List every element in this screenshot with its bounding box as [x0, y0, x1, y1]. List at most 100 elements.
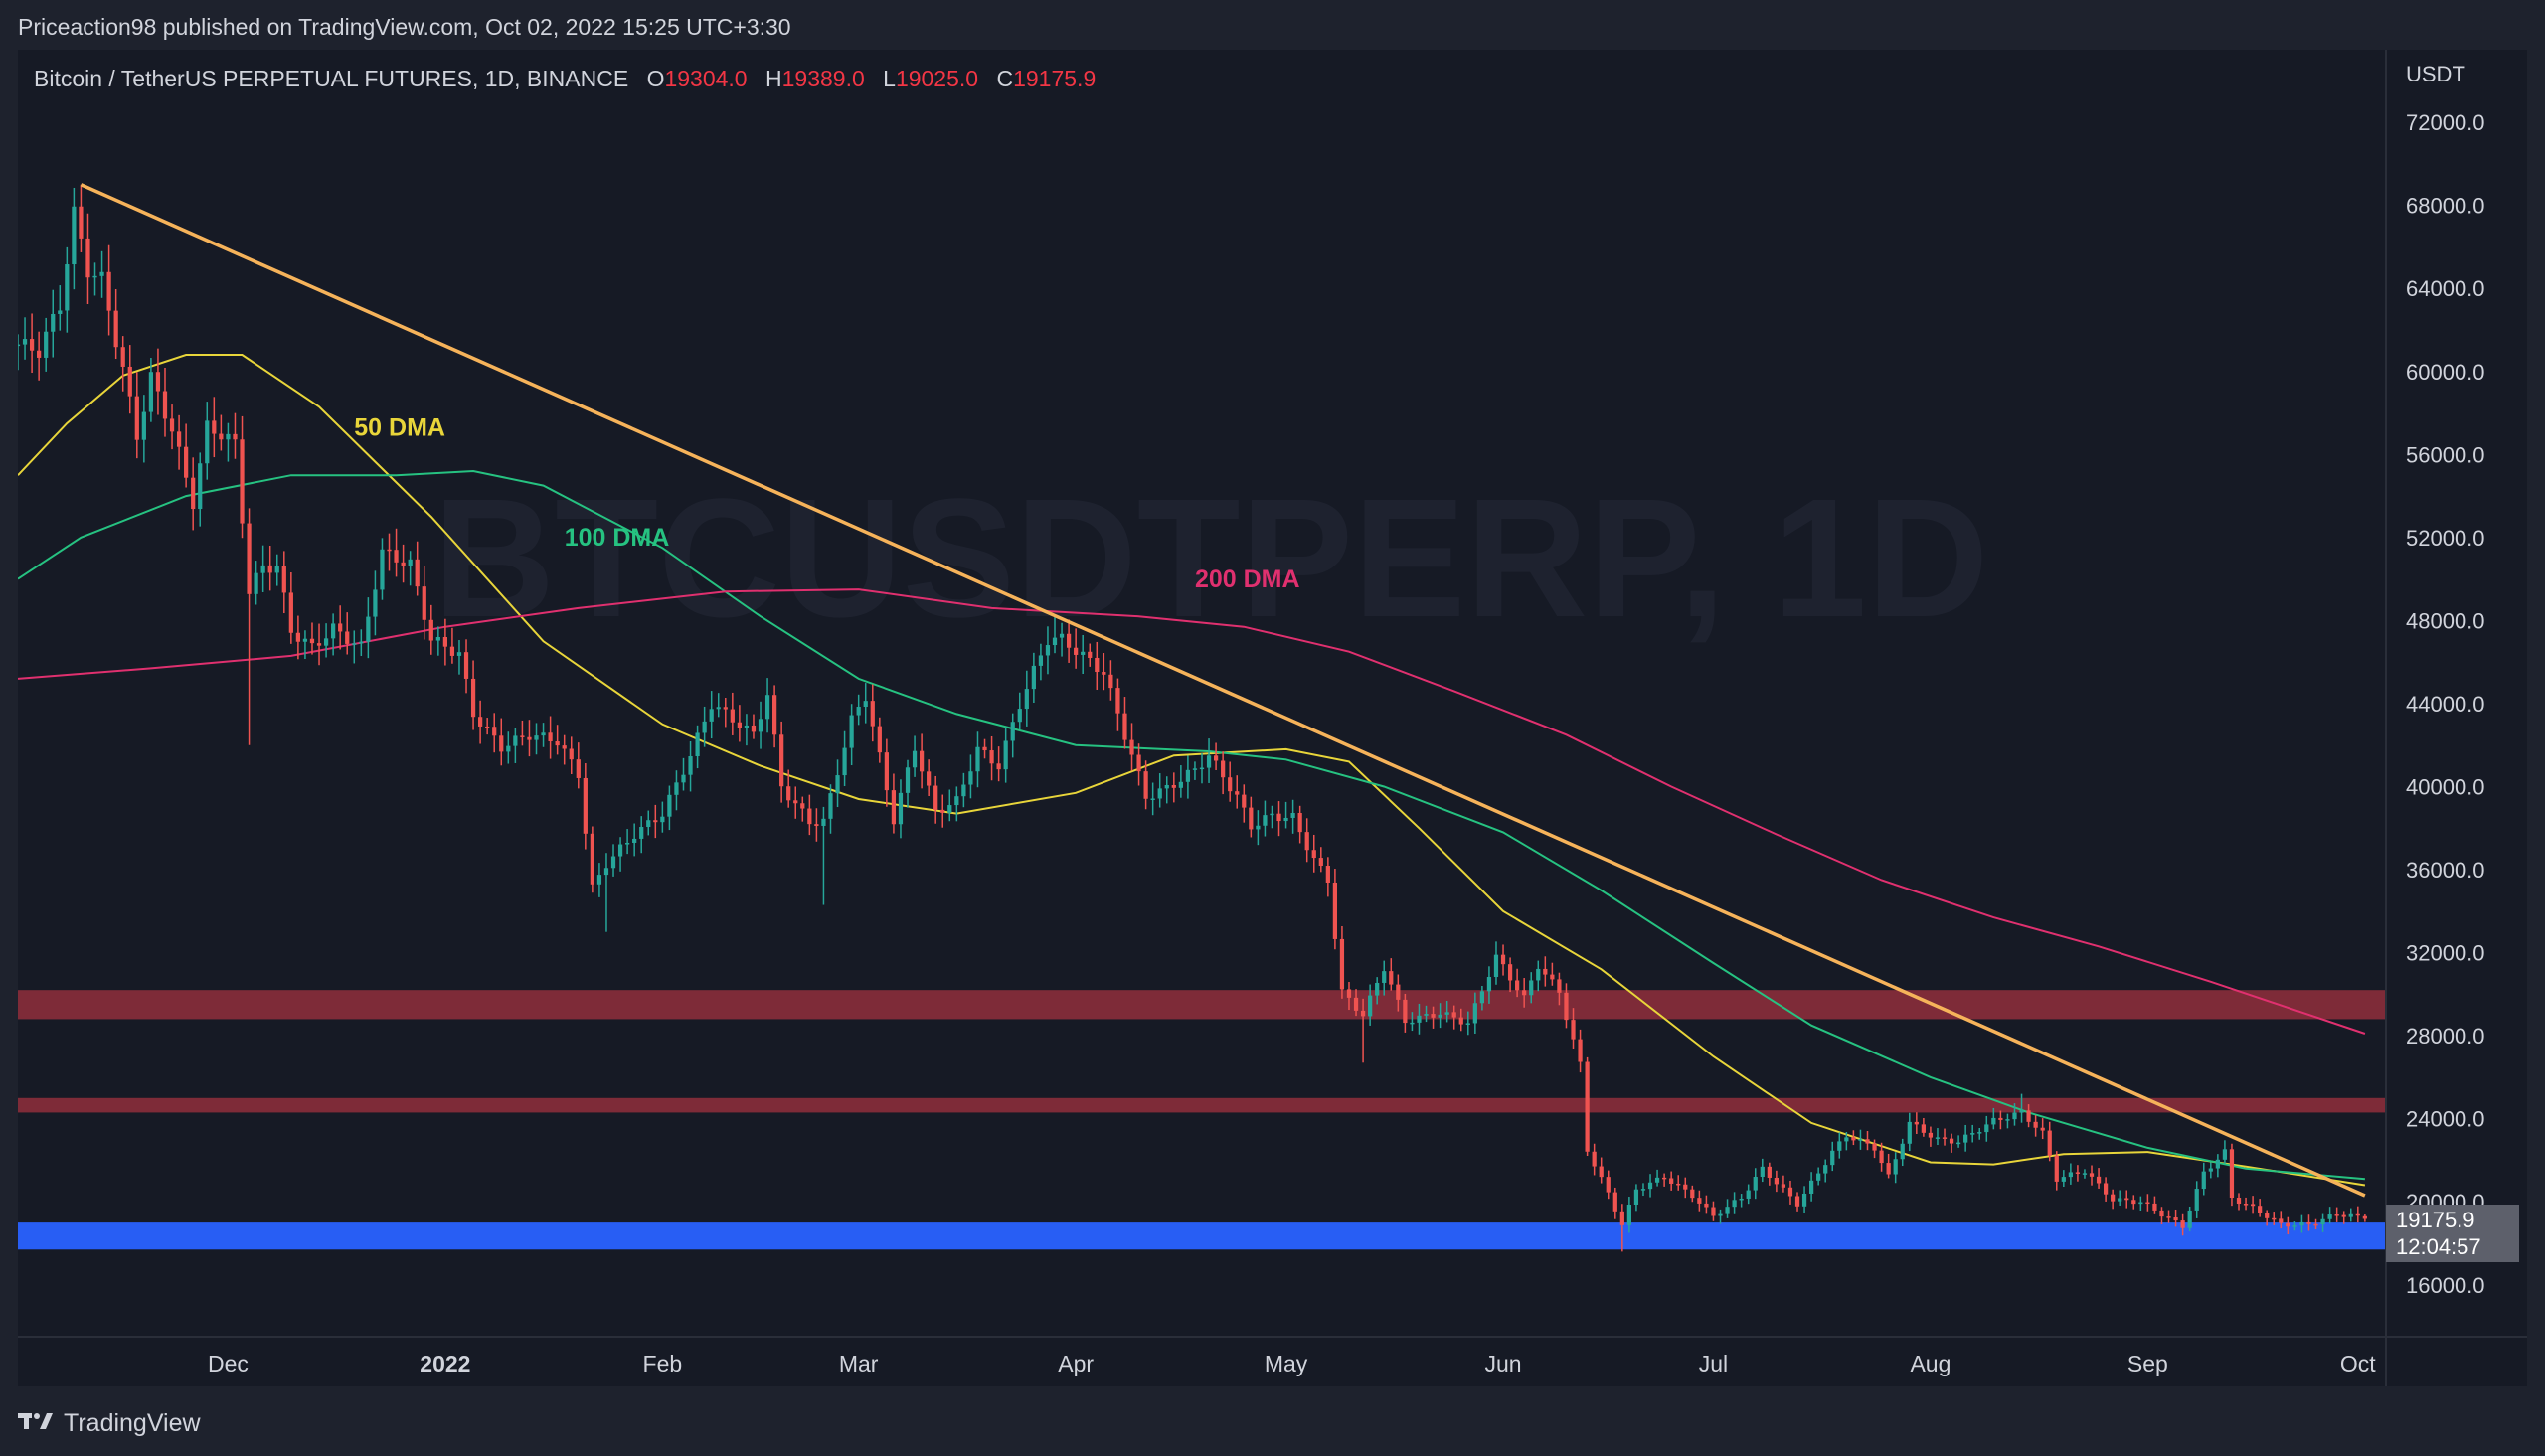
price-chart[interactable]: BTCUSDTPERP, 1D 50 DMA 100 DMA 200 DMA USD…	[18, 50, 2527, 1386]
candle-body	[380, 549, 385, 590]
candle-body	[2286, 1222, 2290, 1227]
candle-body	[1346, 989, 1352, 998]
candle-body	[2061, 1177, 2066, 1182]
resistance-zone-1	[18, 1097, 2386, 1113]
candle-body	[1389, 971, 1394, 985]
high-value: 19389.0	[781, 66, 865, 91]
candle-body	[660, 816, 665, 823]
candle-body	[555, 741, 560, 746]
candle-body	[2243, 1204, 2249, 1206]
candle-body	[1718, 1213, 1723, 1216]
price-axis[interactable]: 72000.0 68000.0 64000.0 60000.0 56000.0 52000…	[2406, 110, 2485, 1298]
candle-body	[996, 763, 1001, 770]
tradingview-logo-icon[interactable]	[18, 1409, 56, 1438]
50-dma-label: 50 DMA	[354, 414, 445, 442]
candle-body	[849, 715, 854, 748]
time-tick-label: Feb	[643, 1351, 683, 1376]
candle-body	[695, 732, 700, 757]
time-tick-label: Oct	[2340, 1351, 2376, 1376]
time-tick-label: Jun	[1484, 1351, 1521, 1376]
candle-body	[1809, 1180, 1814, 1194]
candle-body	[1654, 1177, 1660, 1183]
candle-body	[1010, 722, 1015, 741]
open-label: O	[646, 66, 665, 91]
time-axis[interactable]: Dec 2022 Feb Mar Apr May Jun Jul Aug Sep Oct	[208, 1351, 2376, 1376]
candle-body	[583, 777, 588, 834]
close-value: 19175.9	[1013, 66, 1097, 91]
candle-body	[226, 433, 231, 440]
candle-body	[1753, 1177, 1758, 1191]
candle-body	[835, 775, 840, 794]
support-zone-2	[18, 1222, 2386, 1250]
candle-body	[1536, 968, 1541, 981]
candle-body	[2215, 1159, 2220, 1169]
candle-body	[1150, 798, 1155, 800]
candle-body	[1486, 977, 1492, 992]
candle-body	[2047, 1130, 2052, 1156]
candle-body	[141, 411, 146, 440]
candle-body	[1143, 771, 1148, 799]
candle-body	[1290, 813, 1295, 818]
candle-body	[1115, 688, 1120, 714]
candle-body	[751, 725, 757, 732]
candle-body	[408, 559, 413, 566]
candle-body	[1935, 1137, 1941, 1139]
candle-body	[1571, 1020, 1576, 1040]
candle-body	[1066, 633, 1072, 648]
100-dma-line	[18, 469, 2365, 1181]
candle-body	[162, 391, 168, 419]
candle-body	[1907, 1121, 1912, 1144]
candle-body	[1557, 979, 1562, 993]
candle-body	[764, 695, 770, 720]
last-price-value: 19175.9	[2396, 1208, 2475, 1233]
candle-body	[1213, 755, 1219, 761]
candle-body	[877, 726, 882, 753]
candle-body	[562, 745, 567, 749]
candle-body	[1900, 1143, 1905, 1160]
candle-body	[134, 396, 139, 440]
candle-body	[1851, 1137, 1856, 1141]
candle-body	[422, 586, 426, 620]
candle-body	[534, 735, 539, 740]
candle-body	[387, 549, 392, 552]
candle-body	[2341, 1214, 2346, 1217]
candle-body	[1493, 954, 1499, 978]
price-tick-label: 40000.0	[2406, 774, 2485, 799]
candle-body	[2152, 1203, 2157, 1211]
candle-body	[674, 782, 679, 795]
candle-body	[1647, 1182, 1653, 1190]
candle-body	[2279, 1218, 2284, 1223]
candle-body	[1178, 781, 1183, 788]
candle-body	[1739, 1198, 1744, 1201]
candle-body	[359, 641, 364, 644]
symbol-title[interactable]: Bitcoin / TetherUS PERPETUAL FUTURES, 1D…	[34, 66, 629, 91]
candle-body	[1858, 1139, 1863, 1141]
candle-body	[771, 695, 777, 735]
candle-body	[302, 638, 308, 642]
candle-body	[1003, 740, 1008, 770]
candle-body	[653, 820, 658, 823]
candle-body	[58, 310, 63, 314]
price-tick-label: 36000.0	[2406, 858, 2485, 883]
candle-body	[1171, 784, 1176, 788]
candle-body	[737, 722, 742, 728]
candle-body	[2265, 1213, 2270, 1218]
tradingview-brand[interactable]: TradingView	[64, 1409, 201, 1437]
candle-body	[1199, 767, 1205, 770]
candle-body	[99, 271, 104, 276]
candle-body	[1585, 1061, 1590, 1152]
candle-body	[1732, 1200, 1737, 1208]
candle-body	[927, 771, 932, 786]
candle-body	[2313, 1223, 2318, 1226]
candle-body	[856, 707, 861, 716]
candle-body	[1088, 651, 1093, 658]
chart-panel[interactable]: BTCUSDTPERP, 1D 50 DMA 100 DMA 200 DMA USD…	[18, 50, 2527, 1386]
candle-body	[254, 572, 258, 594]
candle-body	[176, 431, 182, 447]
candle-body	[169, 418, 175, 432]
candle-body	[1592, 1151, 1597, 1167]
candle-body	[120, 347, 125, 367]
last-price-tag: 19175.9 12:04:57	[2386, 1205, 2519, 1263]
candle-body	[1129, 739, 1134, 755]
price-tick-label: 72000.0	[2406, 110, 2485, 135]
